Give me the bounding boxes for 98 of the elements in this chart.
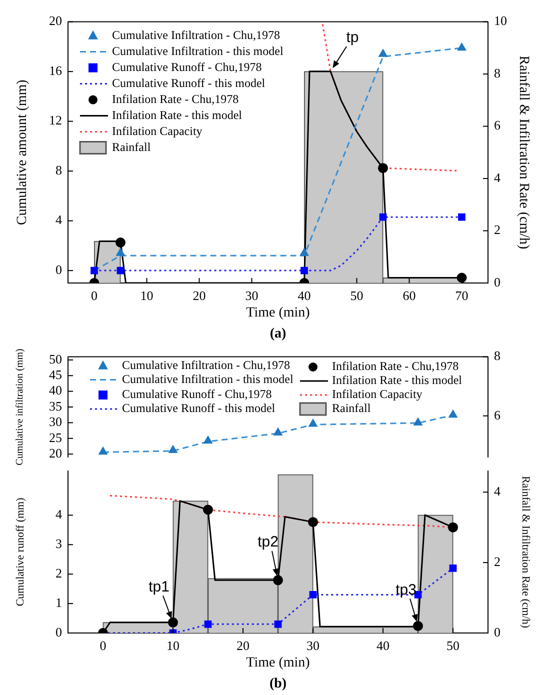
annotation: tp2 [258,534,278,551]
y2-tick-label: 0 [494,274,500,290]
point [116,266,124,274]
y-tick-label: 30 [49,414,62,430]
y-tick-label: 4 [56,212,62,228]
point [414,418,422,426]
x-axis-title: Time (min) [246,305,310,320]
y-tick-label: 45 [49,367,62,382]
y-tick-label: 0 [56,624,62,640]
legend-label: Cumulative Runoff - Chu,1978 [112,60,262,74]
legend-label: Cumulative Infiltration - this model [112,44,284,58]
y2-tick-label: 4 [494,170,501,185]
y-tick-label: 8 [56,162,62,178]
text: (a) [270,326,286,342]
point [308,517,318,528]
x-tick-label: 0 [91,288,98,304]
point [378,49,388,57]
legend-label: Rainfall [332,401,372,416]
y2-axis-title: Rainfall & Infiltration Rate (cm/h) [520,476,532,628]
y-tick-label: 40 [49,382,62,398]
point [449,564,457,572]
point [204,436,212,444]
legend-label: Infilation Rate - this model [112,108,243,122]
y2-tick-label: 2 [494,554,500,569]
text: (b) [269,676,287,692]
y2-tick-label: 6 [494,407,501,422]
y2-tick-label: 2 [494,222,500,238]
point [413,620,423,631]
x-tick-label: 60 [402,288,416,304]
y-tick-label: 50 [49,351,62,366]
y-axis-title: Cumulative infiltration (mm) [14,348,26,466]
point [308,418,318,427]
y-tick-label: 3 [56,536,62,552]
y-axis-title: Cumulative runoff (mm) [14,497,26,606]
y2-tick-label: 8 [494,65,500,80]
y-tick-label: 2 [56,566,62,581]
point [448,522,458,532]
y-tick-label: 35 [49,398,62,414]
x-tick-label: 0 [100,638,106,654]
point [204,620,212,628]
x-tick-label: 30 [245,288,258,304]
point [379,213,387,221]
y-tick-label: 20 [49,13,62,28]
point [448,410,458,418]
x-tick-label: 30 [306,638,320,654]
y-tick-label: 20 [49,445,62,460]
x-tick-label: 70 [455,288,468,304]
y-tick-label: 0 [56,262,62,277]
x-tick-label: 50 [446,638,460,654]
y2-tick-label: 10 [494,13,507,28]
x-axis-title: Time (min) [246,655,310,670]
x-tick-label: 40 [298,288,311,304]
point [90,266,98,274]
point [273,575,283,586]
annotation: tp [346,29,359,46]
point [274,620,282,628]
x-tick-label: 50 [350,288,364,304]
legend-label: Cumulative Infiltration - this model [122,372,294,386]
y2-axis-title: Rainfall & Infiltration Rate (cm/h) [516,56,531,250]
x-tick-label: 40 [376,638,390,654]
point [274,428,282,436]
legend-label: Cumulative Runoff - this model [112,76,266,90]
point [98,446,108,455]
point [300,248,309,256]
x-tick-label: 20 [236,638,250,654]
annotation: tp3 [396,581,416,598]
y-tick-label: 25 [49,430,62,445]
legend-label: Cumulative Runoff - this model [122,401,276,416]
legend-label: Infilation Rate - Chu,1978 [332,359,459,374]
point [116,248,125,256]
legend-label: Cumulative Runoff - Chu,1978 [122,387,272,402]
legend-label: Infilation Rate - Chu,1978 [112,92,239,106]
point [168,445,178,454]
y-tick-label: 4 [56,506,62,522]
y-tick-label: 1 [56,594,62,610]
y2-tick-label: 0 [494,624,500,640]
x-tick-label: 20 [192,288,206,304]
y2-tick-label: 4 [494,484,501,499]
annotation: tp1 [148,578,170,596]
y-axis-title: Cumulative amount (mm) [15,79,30,226]
y-tick-label: 12 [49,112,62,128]
x-tick-label: 10 [140,288,154,304]
point [457,42,466,51]
x-tick-label: 10 [166,638,180,654]
legend-label: Cumulative Infiltration - Chu,1978 [112,28,280,42]
point [458,213,466,221]
point [309,591,317,598]
legend-label: Infilation Capacity [332,387,422,402]
point [300,266,308,274]
legend-label: Cumulative Infiltration - Chu,1978 [122,358,290,372]
legend-label: Infilation Rate - this model [332,373,463,388]
point [203,504,213,515]
legend-label: Rainfall [112,140,152,154]
legend-label: Infilation Capacity [112,124,202,138]
y2-tick-label: 8 [494,348,500,364]
y-tick-label: 16 [49,62,62,78]
y2-tick-label: 6 [494,118,501,133]
point [168,617,178,628]
